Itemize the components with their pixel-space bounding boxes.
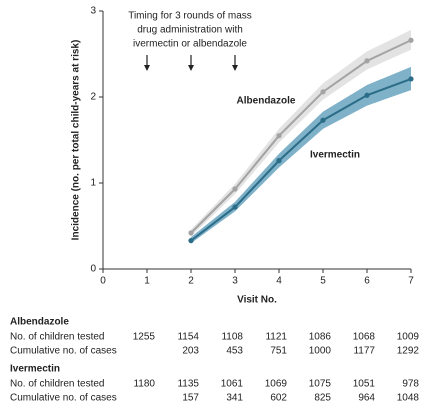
table-cell: 1048 (397, 393, 420, 404)
table-cell: 602 (270, 393, 287, 404)
table-cell: 1068 (353, 332, 376, 343)
table-cell: 1121 (265, 332, 287, 343)
y-tick-label: 2 (90, 92, 96, 103)
point (188, 238, 194, 244)
x-axis-label: Visit No. (237, 295, 277, 306)
table-group: Ivermectin (10, 364, 60, 375)
point (364, 58, 370, 64)
x-tick-label: 7 (408, 276, 414, 287)
table-cell: 1177 (353, 346, 375, 357)
table-row-label: Cumulative no. of cases (10, 393, 117, 404)
point (232, 204, 238, 210)
table-cell: 1135 (177, 379, 199, 390)
arrow-head (144, 65, 150, 71)
ci-band (191, 66, 411, 244)
line (190, 39, 412, 234)
table-cell: 1154 (177, 332, 199, 343)
table-group: Albendazole (10, 317, 69, 328)
series-label: Albendazole (237, 96, 296, 107)
annotation: ivermectin or albendazole (133, 39, 247, 50)
table-cell: 157 (182, 393, 199, 404)
table-row-label: No. of children tested (10, 379, 105, 390)
table-cell: 341 (226, 393, 243, 404)
point (320, 117, 326, 123)
point (188, 230, 194, 236)
table-cell: 453 (226, 346, 243, 357)
x-tick-label: 0 (100, 276, 106, 287)
annotation: drug administration with (137, 25, 243, 36)
x-tick-label: 4 (276, 276, 282, 287)
y-axis-label: Incidence (no. per total child-years at … (71, 40, 82, 241)
line (190, 78, 412, 242)
point (232, 186, 238, 192)
x-tick-label: 6 (364, 276, 370, 287)
table-cell: 978 (402, 379, 419, 390)
series-label: Ivermectin (310, 150, 360, 161)
table-cell: 1086 (309, 332, 332, 343)
table-cell: 964 (358, 393, 375, 404)
point (276, 158, 282, 164)
x-tick-label: 1 (144, 276, 150, 287)
table-cell: 1051 (353, 379, 376, 390)
table-cell: 751 (270, 346, 287, 357)
y-tick-label: 0 (90, 264, 96, 275)
y-tick-label: 3 (90, 6, 96, 17)
arrow-head (188, 65, 194, 71)
table-cell: 1180 (133, 379, 155, 390)
table-cell: 1009 (397, 332, 420, 343)
table-cell: 1061 (221, 379, 244, 390)
table-cell: 1255 (133, 332, 156, 343)
x-tick-label: 3 (232, 276, 238, 287)
point (364, 92, 370, 98)
table-cell: 1000 (309, 346, 332, 357)
table-cell: 1075 (309, 379, 332, 390)
table-cell: 203 (182, 346, 199, 357)
table-row-label: No. of children tested (10, 332, 105, 343)
table-cell: 825 (314, 393, 331, 404)
point (320, 89, 326, 95)
table-cell: 1108 (221, 332, 243, 343)
table-cell: 1292 (397, 346, 420, 357)
arrow-head (232, 65, 238, 71)
y-tick-label: 1 (90, 178, 96, 189)
table-cell: 1069 (265, 379, 288, 390)
table-row-label: Cumulative no. of cases (10, 346, 117, 357)
x-tick-label: 2 (188, 276, 194, 287)
annotation: Timing for 3 rounds of mass (128, 11, 252, 22)
x-tick-label: 5 (320, 276, 326, 287)
point (408, 37, 414, 43)
point (276, 133, 282, 139)
point (408, 76, 414, 82)
